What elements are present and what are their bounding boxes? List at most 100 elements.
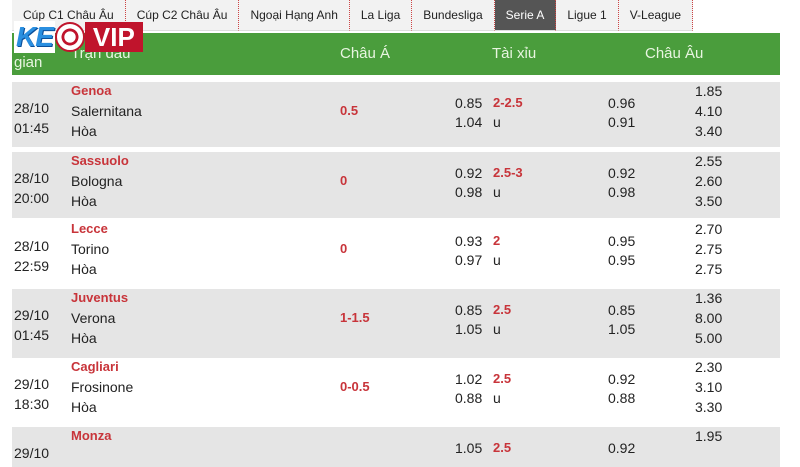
tab-cúp-c2-châu-âu[interactable]: Cúp C2 Châu Âu: [125, 0, 240, 31]
keovip-logo: KE VIP: [14, 21, 188, 53]
euro-odds-b: 1.05: [608, 321, 636, 337]
league-tabs: Cúp C1 Châu Âu Cúp C2 Châu Âu Ngoại Hạng A…: [12, 0, 694, 31]
draw-label: Hòa: [71, 399, 97, 415]
ou-under-label: u: [493, 321, 501, 337]
home-team: Sassuolo: [71, 153, 129, 168]
ou-line: 2.5-3: [493, 165, 523, 180]
euro-odds-a: 0.95: [608, 233, 636, 249]
ou-under-odds: 0.97: [455, 252, 483, 268]
ou-over-odds: 1.05: [455, 440, 483, 456]
euro-odds-b: 0.98: [608, 184, 636, 200]
euro-odds-b: 0.88: [608, 390, 636, 406]
ou-under-label: u: [493, 184, 501, 200]
euro-away-odds: 2.60: [695, 173, 723, 189]
match-row[interactable]: 28/10 01:45 Genoa Salernitana Hòa 0.5 0.85 2-2.…: [12, 82, 780, 147]
away-team: Torino: [71, 241, 110, 257]
draw-label: Hòa: [71, 261, 97, 277]
ou-under-odds: 0.88: [455, 390, 483, 406]
euro-away-odds: 4.10: [695, 103, 723, 119]
match-time: 18:30: [14, 396, 50, 412]
euro-odds-a: 0.85: [608, 302, 636, 318]
ou-under-label: u: [493, 252, 501, 268]
tab-v-league[interactable]: V-League: [618, 0, 694, 31]
match-row[interactable]: 28/10 22:59 Lecce Torino Hòa 0 0.93 2 0.97 u 0.95 0…: [12, 220, 780, 289]
football-icon: [54, 22, 85, 52]
ou-under-label: u: [493, 390, 501, 406]
draw-label: Hòa: [71, 330, 97, 346]
home-team: Cagliari: [71, 359, 119, 374]
home-team: Genoa: [71, 83, 112, 98]
asian-handicap: 0: [340, 241, 348, 256]
match-row[interactable]: 29/10 18:30 Cagliari Frosinone Hòa 0-0.5 1.02 2…: [12, 358, 780, 427]
match-time: 20:00: [14, 190, 50, 206]
tab-la-liga[interactable]: La Liga: [349, 0, 413, 31]
home-team: Juventus: [71, 290, 129, 305]
draw-label: Hòa: [71, 123, 97, 139]
tab-ligue-1[interactable]: Ligue 1: [556, 0, 619, 31]
ou-under-odds: 1.05: [455, 321, 483, 337]
col-asian: Châu Á: [340, 45, 391, 62]
euro-odds-a: 0.92: [608, 440, 636, 456]
ou-line: 2.5: [493, 302, 512, 317]
match-time: 01:45: [14, 327, 50, 343]
tab-serie-a[interactable]: Serie A: [494, 0, 557, 31]
euro-home-odds: 1.36: [695, 290, 723, 306]
euro-away-odds: 3.10: [695, 379, 723, 395]
ou-over-odds: 0.85: [455, 95, 483, 111]
home-team: Monza: [71, 428, 112, 443]
asian-handicap: 0.5: [340, 103, 359, 118]
away-team: Bologna: [71, 173, 123, 189]
away-team: Frosinone: [71, 379, 134, 395]
ou-line: 2.5: [493, 440, 512, 455]
match-time: 22:59: [14, 258, 50, 274]
col-time: gian: [14, 54, 43, 71]
match-date: 29/10: [14, 307, 50, 323]
euro-home-odds: 1.95: [695, 428, 723, 444]
euro-away-odds: 8.00: [695, 310, 723, 326]
euro-home-odds: 2.30: [695, 359, 723, 375]
euro-odds-b: 0.91: [608, 114, 636, 130]
match-row[interactable]: 29/10 Monza 1.05 2.5 0.92 1.95: [12, 427, 780, 467]
euro-home-odds: 2.70: [695, 221, 723, 237]
match-date: 28/10: [14, 170, 50, 186]
logo-text: KE: [14, 21, 55, 53]
logo-vip: VIP: [84, 22, 143, 52]
ou-over-odds: 0.93: [455, 233, 483, 249]
euro-home-odds: 2.55: [695, 153, 723, 169]
ou-line: 2.5: [493, 371, 512, 386]
home-team: Lecce: [71, 221, 108, 236]
match-time: 01:45: [14, 120, 50, 136]
match-date: 29/10: [14, 376, 50, 392]
match-date: 28/10: [14, 238, 50, 254]
match-row[interactable]: 28/10 20:00 Sassuolo Bologna Hòa 0 0.92 2.5-3 0.…: [12, 152, 780, 218]
ou-over-odds: 0.85: [455, 302, 483, 318]
away-team: Verona: [71, 310, 116, 326]
euro-draw-odds: 3.30: [695, 399, 723, 415]
tab-bundesliga[interactable]: Bundesliga: [412, 0, 495, 31]
euro-odds-a: 0.92: [608, 165, 636, 181]
tab-ngoại-hạng-anh[interactable]: Ngoại Hạng Anh: [239, 0, 350, 31]
euro-odds-a: 0.92: [608, 371, 636, 387]
away-team: Salernitana: [71, 103, 142, 119]
euro-draw-odds: 3.50: [695, 193, 723, 209]
ou-under-odds: 0.98: [455, 184, 483, 200]
ou-line: 2-2.5: [493, 95, 523, 110]
euro-draw-odds: 3.40: [695, 123, 723, 139]
euro-away-odds: 2.75: [695, 241, 723, 257]
euro-draw-odds: 2.75: [695, 261, 723, 277]
asian-handicap: 0: [340, 173, 348, 188]
match-date: 29/10: [14, 445, 50, 461]
euro-odds-a: 0.96: [608, 95, 636, 111]
ou-line: 2: [493, 233, 501, 248]
ou-over-odds: 0.92: [455, 165, 483, 181]
ou-over-odds: 1.02: [455, 371, 483, 387]
ou-under-odds: 1.04: [455, 114, 483, 130]
asian-handicap: 0-0.5: [340, 379, 370, 394]
match-row[interactable]: 29/10 01:45 Juventus Verona Hòa 1-1.5 0.85 2.5 1…: [12, 289, 780, 358]
euro-odds-b: 0.95: [608, 252, 636, 268]
euro-draw-odds: 5.00: [695, 330, 723, 346]
euro-home-odds: 1.85: [695, 83, 723, 99]
asian-handicap: 1-1.5: [340, 310, 370, 325]
draw-label: Hòa: [71, 193, 97, 209]
ou-under-label: u: [493, 114, 501, 130]
